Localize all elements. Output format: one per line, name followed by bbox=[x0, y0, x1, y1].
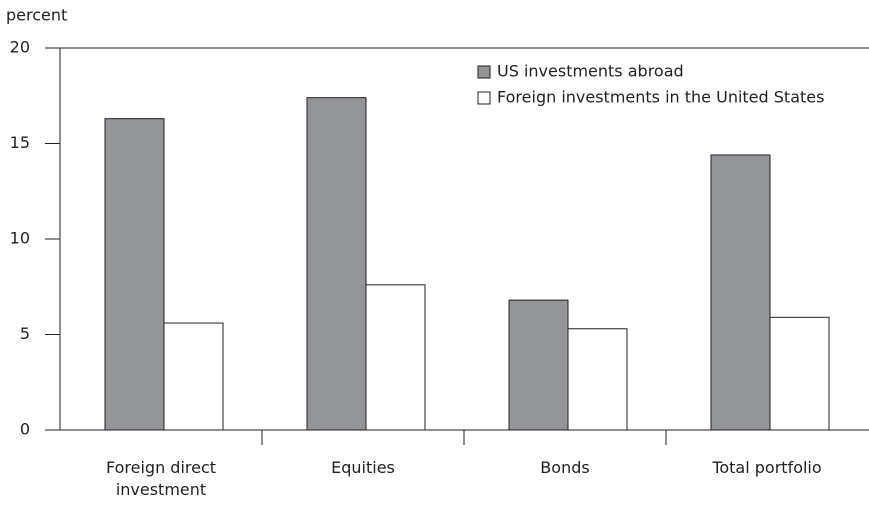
y-tick-label: 10 bbox=[10, 229, 30, 248]
bar bbox=[769, 316, 830, 431]
y-axis-label: percent bbox=[6, 6, 67, 25]
y-tick-label: 5 bbox=[20, 324, 30, 343]
x-tick-label: Total portfolio bbox=[712, 458, 822, 477]
bar bbox=[104, 118, 165, 431]
legend-label: US investments abroad bbox=[497, 62, 684, 81]
bar bbox=[163, 322, 224, 431]
x-tick-label: Foreign direct investment bbox=[105, 458, 217, 499]
y-tick-label: 20 bbox=[10, 38, 30, 57]
bar bbox=[567, 328, 628, 431]
legend-swatch bbox=[477, 65, 491, 79]
legend-swatch bbox=[477, 91, 491, 105]
x-tick-label: Equities bbox=[331, 458, 395, 477]
legend-label: Foreign investments in the United States bbox=[497, 88, 824, 107]
bar bbox=[710, 154, 771, 431]
y-tick-label: 15 bbox=[10, 133, 30, 152]
bar bbox=[365, 284, 426, 431]
bar bbox=[508, 299, 569, 431]
y-tick-label: 0 bbox=[20, 420, 30, 439]
bar bbox=[306, 97, 367, 431]
x-tick-label: Bonds bbox=[540, 458, 590, 477]
